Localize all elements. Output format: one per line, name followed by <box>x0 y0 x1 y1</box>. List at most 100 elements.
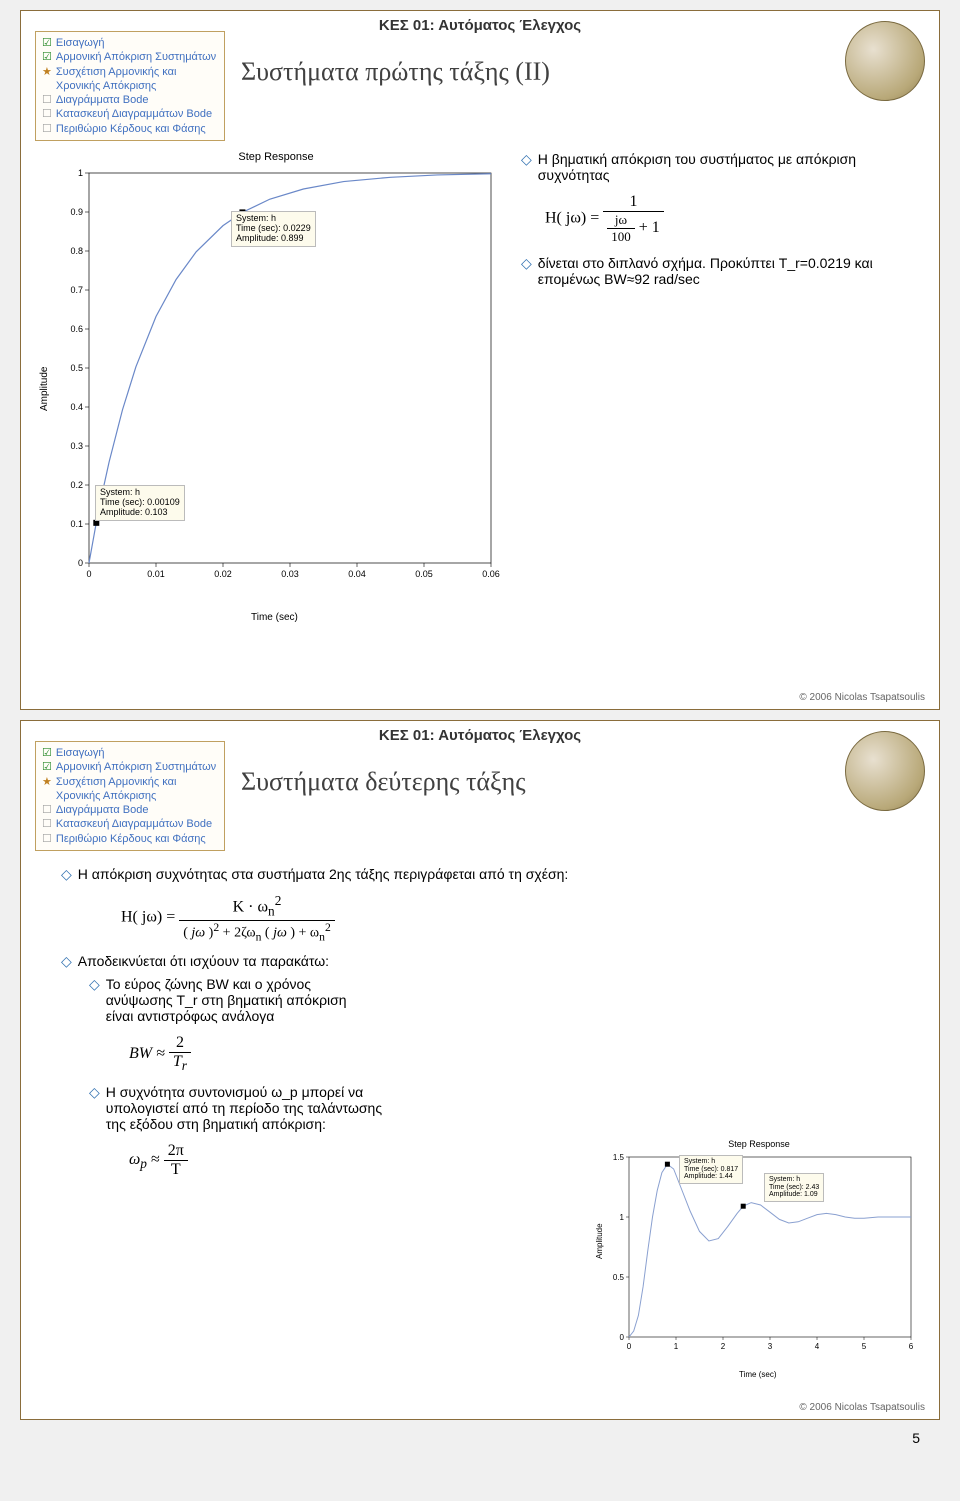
eq-num: Κ · ωn2 <box>179 893 335 921</box>
eq-num: 1 <box>603 193 664 212</box>
diamond-icon: ◇ <box>89 976 100 993</box>
svg-text:1: 1 <box>620 1213 625 1222</box>
nav-label: Αρμονική Απόκριση Συστημάτων <box>56 50 216 64</box>
slide1-title: Συστήματα πρώτης τάξης (ΙΙ) <box>241 51 550 97</box>
eq-den-a: jω <box>607 212 635 229</box>
svg-text:0: 0 <box>620 1333 625 1342</box>
nav-item: ☑ Αρμονική Απόκριση Συστημάτων <box>42 50 218 64</box>
nav-label: Κατασκευή Διαγραμμάτων Bode <box>56 107 212 121</box>
eq-den-b: 100 <box>607 229 635 245</box>
box-icon: ☐ <box>42 817 52 831</box>
svg-text:0.2: 0.2 <box>70 480 83 490</box>
svg-text:3: 3 <box>768 1342 773 1351</box>
chart1-ylabel: Amplitude <box>39 367 50 411</box>
svg-text:0.6: 0.6 <box>70 324 83 334</box>
bullet-text: Η απόκριση συχνότητας στα συστήματα 2ης … <box>78 866 569 882</box>
tip-line: Amplitude: 0.899 <box>236 234 311 244</box>
svg-text:0.7: 0.7 <box>70 285 83 295</box>
chart2-tip1: System: h Time (sec): 0.817 Amplitude: 1… <box>679 1155 743 1184</box>
nav-item: ☐Διαγράμματα Bode <box>42 803 218 817</box>
nav-label: Περιθώριο Κέρδους και Φάσης <box>56 832 206 846</box>
svg-text:0.06: 0.06 <box>482 569 500 579</box>
slide1-content: ◇ Η βηματική απόκριση του συστήματος με … <box>521 151 921 293</box>
svg-text:0.02: 0.02 <box>214 569 232 579</box>
nav-item: ☐ Περιθώριο Κέρδους και Φάσης <box>42 832 218 846</box>
check-icon: ☑ <box>42 36 52 50</box>
chart2-xlabel: Time (sec) <box>739 1370 776 1379</box>
nav-item: ☐ Κατασκευή Διαγραμμάτων Bode <box>42 817 218 831</box>
bullet-text: Η βηματική απόκριση του συστήματος με απ… <box>538 151 921 183</box>
chart2: Step Response 012345600.511.5 Amplitude … <box>599 1139 919 1379</box>
nav-label: Συσχέτιση Αρμονικής και Χρονικής Απόκρισ… <box>56 775 218 804</box>
box-icon: ☐ <box>42 803 52 817</box>
eq-num: 2 <box>169 1034 191 1053</box>
bullet: ◇ δίνεται στο διπλανό σχήμα. Προκύπτει T… <box>521 255 921 287</box>
tip-line: Time (sec): 2.43 <box>769 1184 819 1192</box>
svg-text:0.5: 0.5 <box>613 1273 625 1282</box>
coin-icon <box>845 21 925 101</box>
equation-1: H( jω) = 1 jω 100 + 1 <box>521 189 921 255</box>
chart2-svg: 012345600.511.5 <box>599 1149 919 1359</box>
nav-item: ☑Εισαγωγή <box>42 746 218 760</box>
nav-item: ★ Συσχέτιση Αρμονικής και Χρονικής Απόκρι… <box>42 65 218 94</box>
eq-lhs: BW ≈ <box>129 1045 165 1062</box>
svg-text:2: 2 <box>721 1342 726 1351</box>
bullet: ◇ Το εύρος ζώνης BW και ο χρόνος ανύψωση… <box>89 976 901 1024</box>
check-icon: ☑ <box>42 746 52 760</box>
nav-label: Αρμονική Απόκριση Συστημάτων <box>56 760 216 774</box>
svg-text:0.03: 0.03 <box>281 569 299 579</box>
nav-box: ☑Εισαγωγή☑ Αρμονική Απόκριση Συστημάτων ★ Σ… <box>35 741 225 851</box>
box-icon: ☐ <box>42 107 52 121</box>
chart1-title: Step Response <box>41 151 511 163</box>
diamond-icon: ◇ <box>521 255 532 272</box>
svg-text:4: 4 <box>815 1342 820 1351</box>
nav-label: Διαγράμματα Bode <box>56 93 149 107</box>
svg-text:0: 0 <box>86 569 91 579</box>
eq-den: Tr <box>169 1053 191 1074</box>
svg-text:0: 0 <box>78 558 83 568</box>
chart2-title: Step Response <box>599 1139 919 1149</box>
svg-text:0: 0 <box>627 1342 632 1351</box>
check-icon: ☑ <box>42 760 52 774</box>
svg-text:0.04: 0.04 <box>348 569 366 579</box>
eq-lhs: H( jω) = <box>121 909 175 926</box>
star-icon: ★ <box>42 65 52 79</box>
bullet: ◇ Η βηματική απόκριση του συστήματος με … <box>521 151 921 183</box>
nav-box: ☑ Εισαγωγή ☑ Αρμονική Απόκριση Συστημάτων ★ Σ… <box>35 31 225 141</box>
slide-1: ΚΕΣ 01: Αυτόματος Έλεγχος ☑Εισαγωγή☑Αρμο… <box>20 10 940 710</box>
coin-icon <box>845 731 925 811</box>
nav-label: Εισαγωγή <box>56 36 105 50</box>
slide-2: ΚΕΣ 01: Αυτόματος Έλεγχος ☑Εισαγωγή☑Αρμο… <box>20 720 940 1420</box>
tip-line: Amplitude: 1.09 <box>769 1191 819 1199</box>
nav-item: ★ Συσχέτιση Αρμονικής και Χρονικής Απόκρι… <box>42 775 218 804</box>
page-number: 5 <box>20 1430 940 1446</box>
nav-label: Περιθώριο Κέρδους και Φάσης <box>56 122 206 136</box>
box-icon: ☐ <box>42 832 52 846</box>
star-icon: ★ <box>42 775 52 789</box>
svg-text:0.3: 0.3 <box>70 441 83 451</box>
svg-text:0.9: 0.9 <box>70 207 83 217</box>
eq-den: T <box>164 1161 188 1179</box>
chart1: Step Response 00.010.020.030.040.050.060… <box>41 151 511 621</box>
chart2-tip2: System: h Time (sec): 2.43 Amplitude: 1.… <box>764 1173 824 1202</box>
svg-text:1: 1 <box>78 168 83 178</box>
svg-text:0.5: 0.5 <box>70 363 83 373</box>
nav-label: Κατασκευή Διαγραμμάτων Bode <box>56 817 212 831</box>
slide2-title: Συστήματα δεύτερης τάξης <box>241 761 526 807</box>
svg-text:5: 5 <box>862 1342 867 1351</box>
equation-2: H( jω) = Κ · ωn2 ( jω )2 + 2ζωn ( jω ) +… <box>61 889 901 953</box>
diamond-icon: ◇ <box>521 151 532 168</box>
bullet-text: Αποδεικνύεται ότι ισχύουν τα παρακάτω: <box>78 953 329 969</box>
slide-footer: © 2006 Nicolas Tsapatsoulis <box>799 692 925 703</box>
check-icon: ☑ <box>42 50 52 64</box>
nav-item: ☐Περιθώριο Κέρδους και Φάσης <box>42 122 218 136</box>
equation-bw: BW ≈ 2 Tr <box>89 1030 901 1084</box>
chart1-xlabel: Time (sec) <box>251 612 298 623</box>
svg-text:1.5: 1.5 <box>613 1153 625 1162</box>
slide-footer: © 2006 Nicolas Tsapatsoulis <box>799 1402 925 1413</box>
nav-item: ☐ Κατασκευή Διαγραμμάτων Bode <box>42 107 218 121</box>
tip-line: Time (sec): 0.817 <box>684 1166 738 1174</box>
eq-num: 2π <box>164 1142 188 1161</box>
eq-den: jω 100 + 1 <box>603 212 664 245</box>
nav-label: Συσχέτιση Αρμονικής και Χρονικής Απόκρισ… <box>56 65 218 94</box>
